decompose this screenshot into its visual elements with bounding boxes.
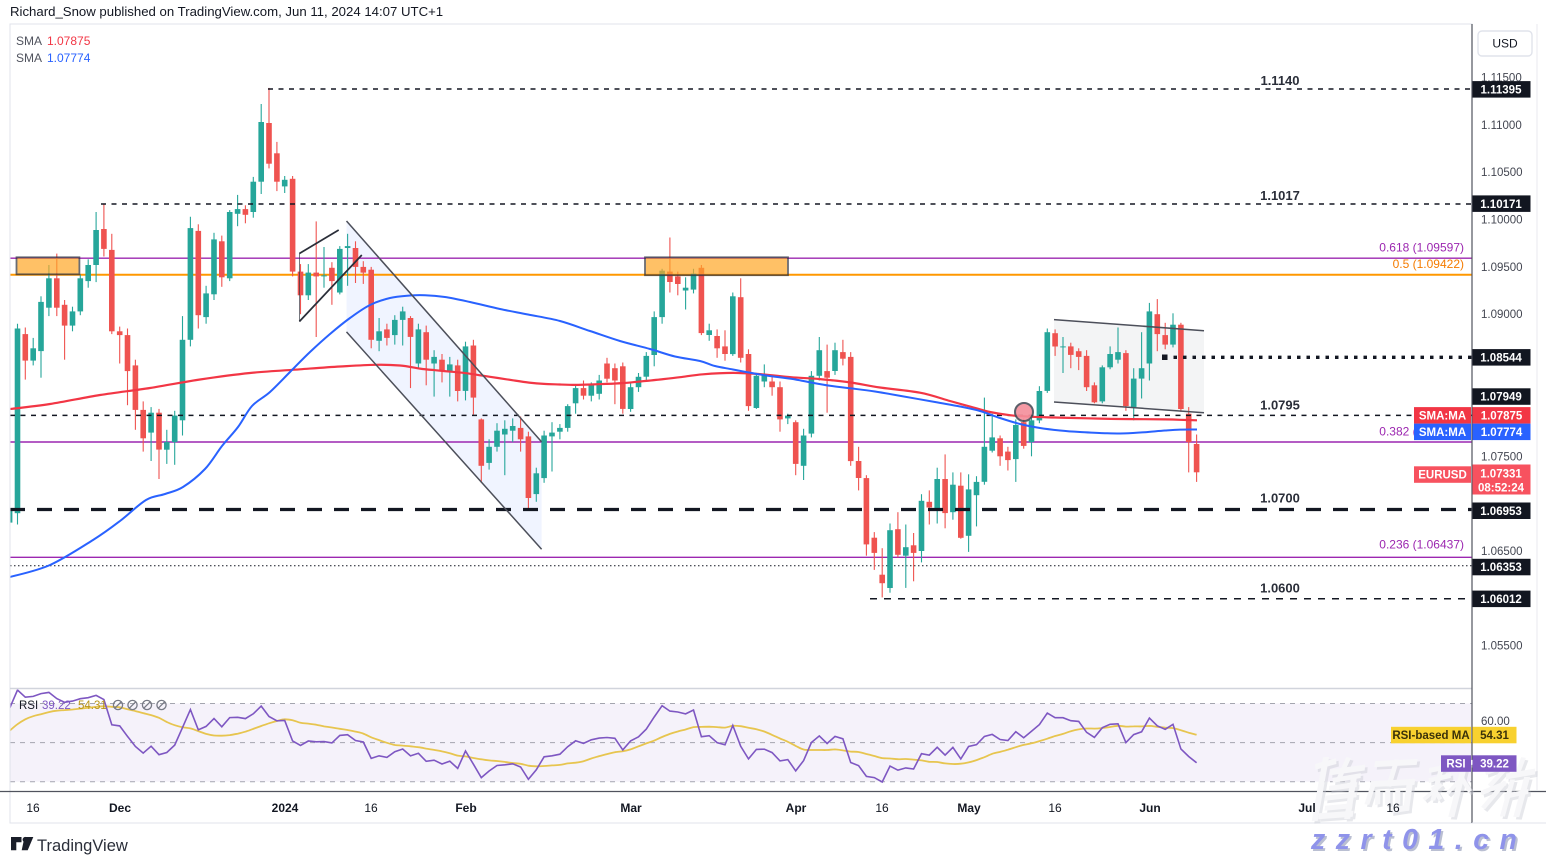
- svg-text:60.00: 60.00: [1481, 716, 1510, 728]
- svg-text:16: 16: [364, 801, 378, 815]
- svg-text:Feb: Feb: [455, 801, 476, 815]
- svg-text:0.5 (1.09422): 0.5 (1.09422): [1393, 257, 1464, 271]
- svg-text:1.0795: 1.0795: [1260, 398, 1300, 413]
- svg-text:08:52:24: 08:52:24: [1478, 483, 1525, 495]
- svg-text:0.618 (1.09597): 0.618 (1.09597): [1379, 241, 1464, 255]
- svg-text:SMA: SMA: [16, 34, 42, 48]
- svg-text:SMA:MA: SMA:MA: [1419, 411, 1466, 423]
- svg-text:1.06353: 1.06353: [1480, 562, 1522, 574]
- svg-text:zzrt01.cn: zzrt01.cn: [1312, 826, 1529, 857]
- svg-text:TradingView: TradingView: [37, 837, 128, 855]
- svg-text:EURUSD: EURUSD: [1418, 470, 1467, 482]
- svg-text:16: 16: [26, 801, 40, 815]
- svg-text:1.10000: 1.10000: [1481, 215, 1523, 227]
- svg-text:39.22: 39.22: [1480, 759, 1509, 771]
- svg-text:Jul: Jul: [1298, 801, 1315, 815]
- svg-text:1.05500: 1.05500: [1481, 641, 1523, 653]
- svg-text:16: 16: [875, 801, 889, 815]
- svg-text:Jun: Jun: [1139, 801, 1160, 815]
- svg-text:0.236 (1.06437): 0.236 (1.06437): [1379, 538, 1464, 552]
- svg-text:SMA: SMA: [16, 51, 42, 65]
- svg-text:54.31: 54.31: [78, 700, 107, 712]
- svg-text:1.0600: 1.0600: [1260, 581, 1300, 596]
- svg-text:1.1140: 1.1140: [1260, 73, 1299, 88]
- svg-text:1.11000: 1.11000: [1481, 120, 1522, 132]
- svg-text:1.07774: 1.07774: [1481, 427, 1523, 439]
- svg-text:SMA:MA: SMA:MA: [1419, 427, 1466, 439]
- svg-text:1.07875: 1.07875: [47, 34, 91, 48]
- svg-text:1.11395: 1.11395: [1481, 85, 1523, 97]
- svg-text:Mar: Mar: [620, 801, 642, 815]
- svg-text:RSI: RSI: [19, 700, 38, 712]
- svg-text:1.07774: 1.07774: [47, 51, 91, 65]
- svg-text:1.07875: 1.07875: [1481, 411, 1523, 423]
- svg-text:1.10500: 1.10500: [1481, 167, 1523, 179]
- svg-text:Apr: Apr: [786, 801, 807, 815]
- svg-text:1.1017: 1.1017: [1260, 188, 1300, 203]
- svg-text:54.31: 54.31: [1480, 730, 1509, 742]
- svg-text:1.06012: 1.06012: [1480, 594, 1522, 606]
- svg-text:RSI: RSI: [1446, 759, 1465, 771]
- svg-text:1.09500: 1.09500: [1481, 262, 1523, 274]
- svg-text:RSI-based MA: RSI-based MA: [1392, 730, 1469, 742]
- svg-text:1.10171: 1.10171: [1480, 199, 1522, 211]
- svg-text:Dec: Dec: [109, 801, 131, 815]
- svg-text:2024: 2024: [272, 801, 299, 815]
- svg-text:USD: USD: [1492, 37, 1518, 51]
- svg-text:zzrt01.cn: zzrt01.cn: [1310, 824, 1527, 856]
- svg-text:16: 16: [1048, 801, 1062, 815]
- svg-text:1.08544: 1.08544: [1480, 353, 1522, 365]
- svg-text:1.06953: 1.06953: [1480, 506, 1522, 518]
- svg-text:1.07949: 1.07949: [1480, 392, 1522, 404]
- svg-text:Richard_Snow published on Trad: Richard_Snow published on TradingView.co…: [10, 4, 443, 19]
- svg-text:May: May: [957, 801, 981, 815]
- svg-text:1.07500: 1.07500: [1481, 451, 1523, 463]
- svg-text:39.22: 39.22: [42, 700, 71, 712]
- svg-text:1.07331: 1.07331: [1480, 469, 1522, 481]
- svg-text:16: 16: [1386, 801, 1400, 815]
- svg-text:1.0700: 1.0700: [1260, 491, 1300, 506]
- svg-text:1.06500: 1.06500: [1481, 546, 1523, 558]
- svg-text:1.09000: 1.09000: [1481, 309, 1523, 321]
